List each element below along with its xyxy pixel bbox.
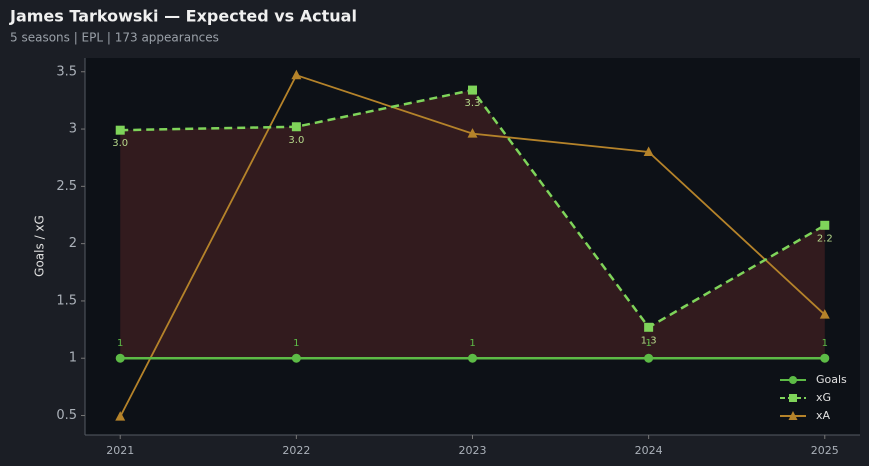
point	[643, 146, 654, 156]
point	[819, 309, 830, 319]
value-label: 3.0	[288, 135, 304, 146]
point	[468, 85, 477, 95]
fill-between	[120, 90, 825, 359]
y-tick-label: 3.5	[56, 64, 77, 79]
value-label: 3.3	[465, 98, 481, 109]
y-tick-label: 1	[69, 351, 77, 366]
x-tick-label: 2025	[811, 444, 839, 457]
point	[467, 128, 478, 138]
value-label: 1.3	[641, 335, 657, 346]
y-tick-label: 3	[69, 122, 77, 137]
legend-label: xA	[816, 409, 831, 422]
point	[115, 125, 125, 135]
legend-marker	[789, 376, 797, 384]
subtitle: 5 seasons | EPL | 173 appearances	[10, 31, 219, 45]
point	[115, 411, 126, 421]
x-tick-label: 2023	[459, 444, 487, 457]
value-label: 1	[293, 338, 299, 349]
x-tick-label: 2022	[282, 444, 310, 457]
value-label: 1	[117, 338, 123, 349]
point	[820, 353, 830, 363]
value-label: 1	[822, 338, 828, 349]
y-tick-label: 2	[69, 236, 77, 251]
y-tick-label: 1.5	[56, 293, 77, 308]
legend-marker	[788, 411, 798, 420]
value-label: 3.0	[112, 138, 128, 149]
point	[644, 353, 654, 363]
point	[468, 353, 477, 363]
chart-title: James Tarkowski — Expected vs Actual	[9, 7, 357, 26]
x-tick-label: 2021	[106, 444, 134, 457]
legend-label: Goals	[816, 373, 847, 386]
y-tick-label: 2.5	[56, 179, 77, 194]
value-label: 1	[645, 338, 651, 349]
y-axis-label: Goals / xG	[33, 215, 47, 277]
point	[820, 220, 830, 230]
value-label: 2.2	[817, 233, 833, 244]
point	[115, 353, 125, 363]
point	[291, 353, 301, 363]
point	[291, 69, 302, 80]
x-tick-label: 2024	[635, 444, 663, 457]
point	[291, 122, 301, 132]
value-label: 1	[469, 338, 475, 349]
legend-label: xG	[816, 391, 831, 404]
point	[644, 322, 654, 332]
legend-marker	[789, 394, 797, 402]
y-tick-label: 0.5	[56, 408, 77, 423]
